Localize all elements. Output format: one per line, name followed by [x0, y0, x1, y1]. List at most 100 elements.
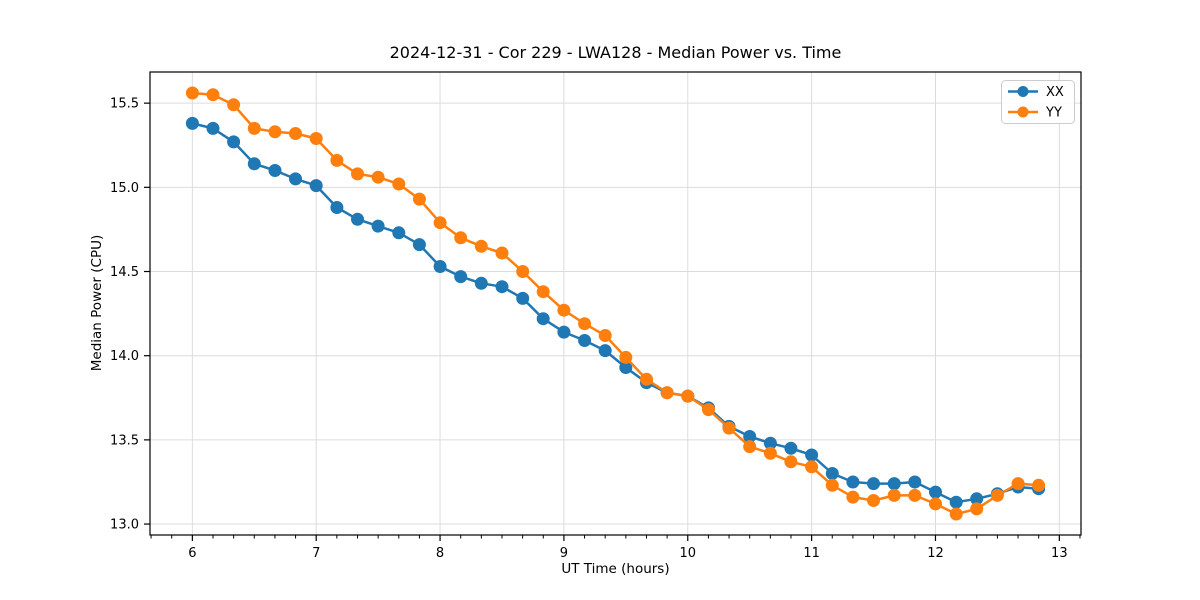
- data-point-yy-34: [887, 488, 901, 502]
- data-point-yy-1: [206, 88, 220, 102]
- data-point-xx-31: [825, 467, 839, 480]
- legend-entry-xx: XX: [1008, 85, 1064, 100]
- data-point-yy-31: [825, 478, 839, 492]
- data-point-yy-12: [433, 216, 447, 230]
- data-point-xx-18: [557, 325, 571, 339]
- chart-title: 2024-12-31 - Cor 229 - LWA128 - Median P…: [389, 43, 842, 62]
- data-point-yy-7: [330, 153, 344, 167]
- data-point-xx-3: [247, 157, 261, 171]
- x-tick-label-10: 10: [679, 546, 696, 561]
- data-point-yy-33: [867, 494, 880, 507]
- data-point-xx-6: [309, 179, 323, 193]
- x-tick-label-6: 6: [188, 546, 196, 561]
- data-point-xx-0: [185, 116, 199, 130]
- data-point-xx-13: [454, 270, 468, 284]
- series-line-yy: [192, 91, 1039, 516]
- data-point-yy-20: [598, 329, 612, 342]
- data-point-yy-41: [1032, 478, 1046, 492]
- data-point-xx-1: [206, 121, 220, 135]
- data-point-yy-2: [227, 98, 241, 112]
- data-point-yy-38: [970, 502, 984, 516]
- data-point-xx-21: [619, 361, 633, 374]
- data-point-yy-35: [908, 488, 922, 502]
- data-point-yy-6: [309, 132, 323, 145]
- data-point-yy-28: [763, 446, 777, 460]
- data-point-xx-17: [536, 312, 550, 326]
- legend-entry-yy: YY: [1008, 106, 1062, 121]
- data-point-xx-36: [929, 485, 942, 499]
- y-tick-label-13.5: 13.5: [110, 433, 139, 448]
- data-point-yy-27: [743, 440, 757, 454]
- data-point-xx-5: [289, 172, 302, 186]
- data-point-xx-38: [970, 492, 984, 506]
- data-point-yy-26: [722, 421, 736, 435]
- y-tick-label-14.0: 14.0: [110, 349, 139, 364]
- data-point-xx-30: [805, 448, 819, 462]
- plot-border: [149, 71, 1082, 536]
- data-point-xx-28: [763, 436, 777, 450]
- x-tick-label-13: 13: [1051, 546, 1068, 561]
- data-point-xx-10: [392, 226, 406, 240]
- data-point-xx-14: [474, 276, 488, 290]
- data-point-yy-14: [474, 239, 488, 253]
- data-point-xx-16: [516, 291, 530, 305]
- data-point-yy-25: [702, 403, 715, 417]
- data-point-yy-19: [578, 317, 592, 331]
- data-point-yy-8: [351, 167, 364, 181]
- y-axis-label: Median Power (CPU): [89, 234, 105, 372]
- data-point-yy-4: [268, 125, 282, 139]
- legend-label-yy: YY: [1045, 106, 1062, 121]
- x-tick-label-11: 11: [803, 546, 820, 561]
- data-point-yy-21: [619, 350, 633, 364]
- data-point-xx-32: [846, 475, 860, 489]
- data-point-yy-39: [990, 488, 1004, 502]
- data-point-xx-19: [578, 334, 592, 347]
- data-point-yy-29: [784, 455, 798, 469]
- data-point-xx-33: [867, 477, 880, 491]
- data-point-xx-27: [743, 430, 757, 443]
- x-tick-label-9: 9: [560, 546, 568, 561]
- data-point-yy-22: [640, 372, 653, 386]
- data-point-yy-15: [495, 246, 509, 260]
- y-tick-label-13.0: 13.0: [110, 518, 139, 533]
- data-point-yy-0: [185, 86, 199, 100]
- legend: XX YY: [1001, 80, 1075, 124]
- data-point-yy-17: [536, 285, 550, 299]
- data-point-yy-37: [949, 507, 963, 521]
- legend-label-xx: XX: [1046, 85, 1064, 100]
- data-point-yy-24: [681, 389, 695, 403]
- data-point-xx-2: [227, 135, 241, 149]
- data-point-yy-36: [929, 497, 942, 511]
- data-point-xx-9: [371, 219, 385, 233]
- data-point-yy-5: [289, 127, 302, 140]
- data-point-yy-32: [846, 490, 860, 504]
- data-point-xx-11: [412, 238, 426, 252]
- data-point-yy-3: [247, 121, 261, 135]
- data-point-yy-13: [454, 231, 468, 245]
- data-point-xx-37: [949, 495, 963, 509]
- y-tick-label-15.0: 15.0: [110, 181, 139, 196]
- data-point-xx-12: [433, 260, 447, 273]
- x-axis-label: UT Time (hours): [561, 561, 670, 577]
- x-tick-label-7: 7: [312, 546, 320, 561]
- data-point-xx-29: [784, 441, 798, 455]
- data-point-yy-23: [660, 386, 674, 400]
- data-point-xx-4: [268, 164, 282, 177]
- legend-marker-xx: [1017, 86, 1029, 97]
- data-point-yy-40: [1011, 477, 1025, 491]
- data-point-xx-7: [330, 201, 344, 214]
- data-point-xx-20: [598, 344, 612, 358]
- data-point-yy-30: [805, 460, 819, 474]
- x-tick-label-8: 8: [436, 546, 444, 561]
- y-tick-label-15.5: 15.5: [110, 97, 139, 112]
- x-tick-label-12: 12: [927, 546, 944, 561]
- data-point-xx-8: [351, 212, 364, 226]
- data-point-yy-9: [371, 170, 385, 184]
- data-point-yy-11: [412, 192, 426, 206]
- data-point-xx-35: [908, 475, 922, 489]
- y-tick-label-14.5: 14.5: [110, 265, 139, 280]
- legend-marker-yy: [1017, 106, 1029, 118]
- data-point-yy-18: [557, 303, 571, 317]
